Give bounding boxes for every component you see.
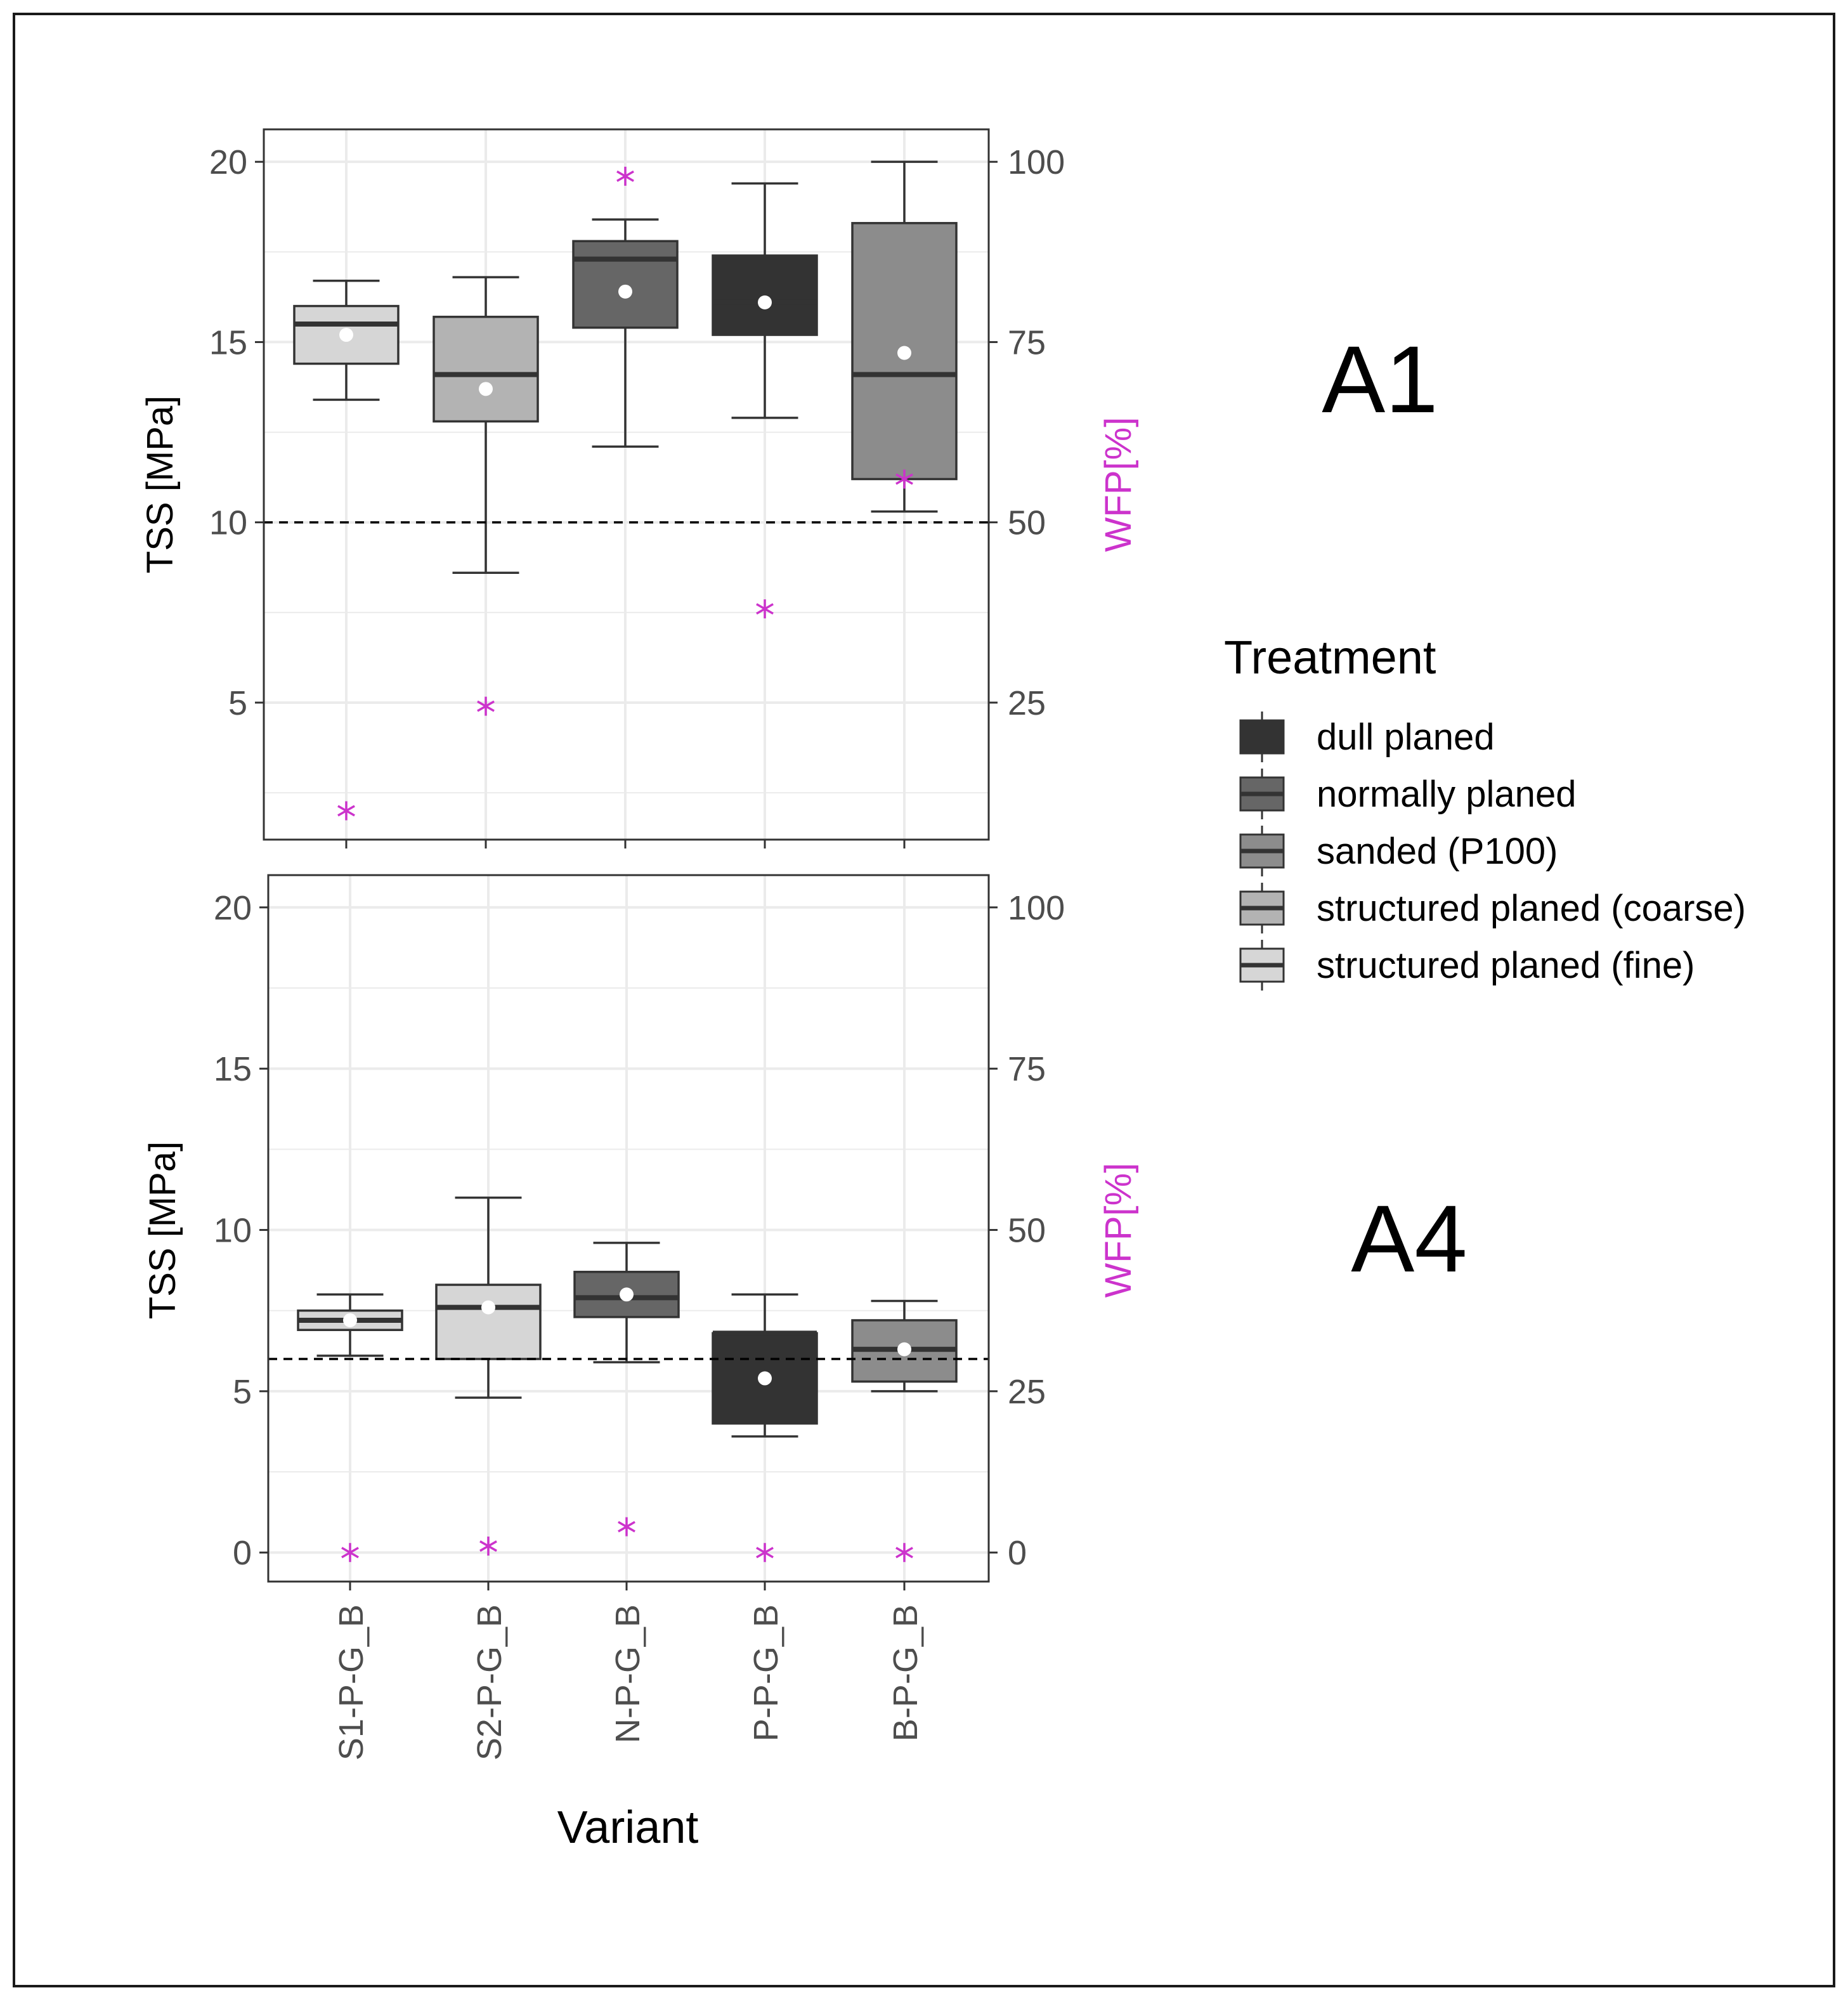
mean-marker [758, 295, 772, 309]
panel-a4-right-tick-label: 25 [1008, 1373, 1046, 1411]
wfp-marker [895, 1543, 913, 1563]
panel-a1-right-tick-label: 75 [1008, 323, 1046, 361]
x-tick-label-s2-p-g-b: S2-P-G_B [471, 1604, 509, 1760]
panel-a4-right-ticks: 0 25 50 75 100 [989, 889, 1065, 1572]
iqr-box [433, 315, 539, 423]
legend-key-icon [1239, 769, 1285, 819]
legend-label: dull planed [1317, 717, 1495, 758]
panel-a4-left-tick-label: 15 [214, 1050, 252, 1088]
panel-a4-secondary-axis-title: WFP[%] [1098, 1163, 1139, 1298]
panel-a4-left-ticks: 0 5 10 15 20 [214, 889, 268, 1572]
legend-label: structured planed (fine) [1317, 945, 1695, 986]
iqr-box [572, 240, 679, 329]
legend-item-structured-planed-fine: structured planed (fine) [1239, 940, 1695, 991]
legend-item-dull-planed: dull planed [1239, 712, 1495, 762]
panel-a1: 5 10 15 20 25 50 75 100 TSS [MPa] WFP[%] A1 [140, 128, 1438, 848]
mean-marker [620, 1287, 634, 1302]
panel-a1-label: A1 [1322, 326, 1438, 432]
panel-a4-y-axis-title: TSS [MPa] [142, 1141, 183, 1319]
panel-a1-box-n-p-g-b [572, 166, 679, 448]
legend-label: structured planed (coarse) [1317, 888, 1746, 929]
wfp-marker [341, 1543, 359, 1563]
mean-marker [481, 1300, 495, 1315]
legend-key-icon [1239, 940, 1285, 991]
panel-a1-box-s1-p-g-b [293, 280, 400, 821]
panel-a1-left-tick-label: 20 [209, 143, 247, 181]
wfp-marker [337, 801, 355, 821]
iqr-box [435, 1284, 542, 1360]
mean-marker [897, 1342, 911, 1356]
legend-label: sanded (P100) [1317, 831, 1558, 872]
panel-a1-left-tick-label: 15 [209, 323, 247, 361]
panel-a4-left-tick-label: 5 [233, 1373, 252, 1411]
legend-key-icon [1239, 712, 1285, 762]
panel-a4-left-tick-label: 10 [214, 1212, 252, 1250]
panel-a4-right-tick-label: 50 [1008, 1212, 1046, 1250]
panel-a4-box-n-p-g-b [573, 1242, 680, 1537]
panel-a1-right-tick-label: 50 [1008, 504, 1046, 542]
panel-a1-left-tick-label: 5 [228, 684, 247, 722]
panel-a4-box-s1-p-g-b [297, 1293, 403, 1563]
panel-a4-right-tick-label: 100 [1008, 889, 1065, 927]
mean-marker [618, 284, 632, 299]
wfp-marker [477, 696, 495, 716]
x-tick-label-s1-p-g-b: S1-P-G_B [332, 1604, 370, 1760]
panel-a1-right-tick-label: 100 [1008, 143, 1065, 181]
panel-a1-x-ticks [345, 840, 906, 848]
panel-a1-box-s2-p-g-b [433, 276, 539, 716]
panel-a4-box-b-p-g-b [851, 1299, 958, 1563]
panel-a4-x-ticks: S1-P-G_B S2-P-G_B N-P-G_B P-P-G_B B-P-G_B [332, 1582, 925, 1760]
panel-a4-left-tick-label: 20 [214, 889, 252, 927]
x-tick-label-n-p-g-b: N-P-G_B [609, 1604, 647, 1743]
x-tick-label-p-p-g-b: P-P-G_B [747, 1604, 785, 1741]
panel-a4-right-tick-label: 75 [1008, 1050, 1046, 1088]
mean-marker [343, 1313, 357, 1327]
panel-a1-boxes [264, 160, 989, 821]
wfp-marker [479, 1537, 497, 1556]
legend-item-sanded-p100: sanded (P100) [1239, 826, 1558, 876]
wfp-marker [756, 599, 774, 619]
wfp-marker [618, 1517, 635, 1537]
x-tick-label-b-p-g-b: B-P-G_B [887, 1604, 925, 1741]
mean-marker [339, 328, 353, 342]
legend-key-icon [1239, 826, 1285, 876]
legend-key-icon [1239, 883, 1285, 933]
panel-a4-right-tick-label: 0 [1008, 1534, 1027, 1572]
panel-a1-left-tick-label: 10 [209, 504, 247, 542]
legend-item-normally-planed: normally planed [1239, 769, 1576, 819]
legend: Treatment dull planed normally planed sand… [1224, 631, 1746, 991]
panel-a1-right-ticks: 25 50 75 100 [989, 143, 1065, 722]
x-axis-title: Variant [557, 1802, 699, 1853]
panel-a4-left-tick-label: 0 [233, 1534, 252, 1572]
legend-title: Treatment [1224, 631, 1436, 684]
mean-marker [758, 1371, 772, 1386]
wfp-marker [756, 1543, 774, 1563]
panel-a4-label: A4 [1351, 1185, 1467, 1292]
panel-a1-y-axis-title: TSS [MPa] [140, 396, 181, 573]
mean-marker [897, 346, 911, 360]
mean-marker [479, 382, 493, 396]
legend-label: normally planed [1317, 774, 1576, 815]
panel-a4-box-p-p-g-b [712, 1293, 818, 1563]
panel-a1-right-tick-label: 25 [1008, 684, 1046, 722]
panel-a1-box-p-p-g-b [712, 182, 818, 619]
panel-a1-left-ticks: 5 10 15 20 [209, 143, 264, 722]
wfp-marker [895, 469, 913, 489]
panel-a4-plot-border [267, 874, 990, 1583]
panel-a1-secondary-axis-title: WFP[%] [1098, 417, 1139, 552]
panel-a1-box-b-p-g-b [851, 160, 958, 513]
legend-item-structured-planed-coarse: structured planed (coarse) [1239, 883, 1746, 933]
wfp-marker [616, 166, 634, 186]
panel-a4-boxes [268, 1196, 989, 1563]
iqr-box [712, 254, 818, 336]
panel-a4: 0 5 10 15 20 0 25 50 75 100 S1-P-G_B S2-P-G_B N-P-… [142, 874, 1467, 1853]
